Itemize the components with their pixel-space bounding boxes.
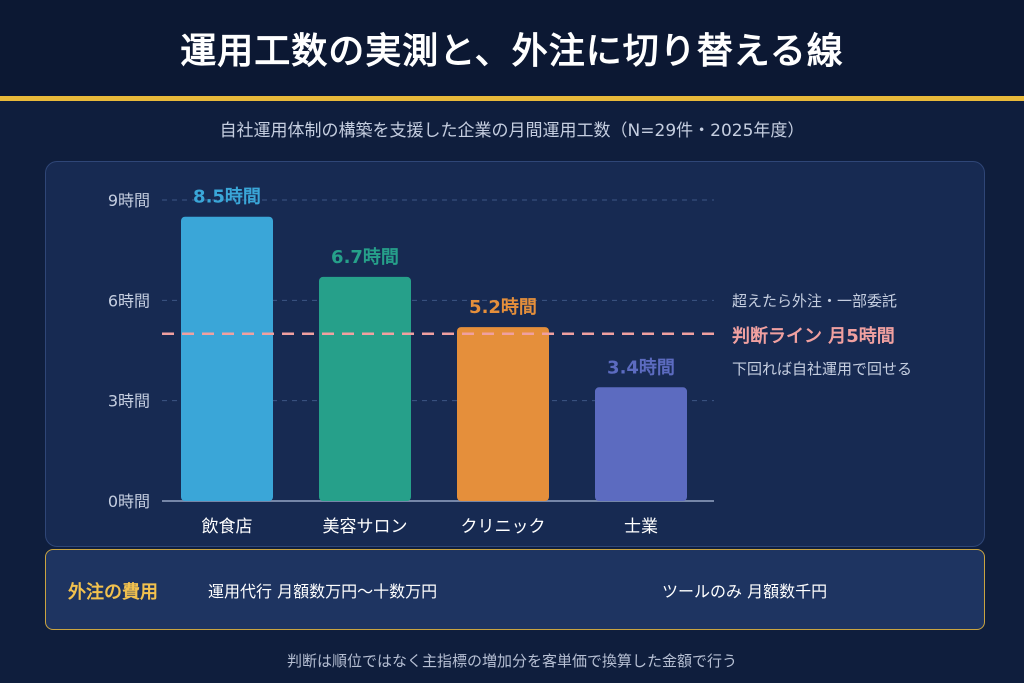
header: 運用工数の実測と、外注に切り替える線 bbox=[0, 0, 1024, 96]
title-divider bbox=[0, 96, 1024, 101]
threshold-label: 判断ライン 月5時間 bbox=[732, 325, 895, 347]
bar-value-label: 3.4時間 bbox=[607, 357, 675, 378]
cost-label: 外注の費用 bbox=[68, 582, 158, 603]
y-tick-label: 0時間 bbox=[108, 492, 150, 511]
bar bbox=[319, 276, 411, 501]
chart-subtitle: 自社運用体制の構築を支援した企業の月間運用工数（N=29件・2025年度） bbox=[219, 121, 805, 141]
bar bbox=[181, 216, 273, 501]
bar-value-label: 8.5時間 bbox=[193, 187, 261, 208]
threshold-below-text: 下回れば自社運用で回せる bbox=[732, 360, 912, 378]
bar-value-label: 6.7時間 bbox=[331, 247, 399, 268]
bar-value-label: 5.2時間 bbox=[469, 297, 537, 318]
category-label: 美容サロン bbox=[323, 517, 408, 537]
category-label: 飲食店 bbox=[202, 517, 253, 537]
footer-note: 判断は順位ではなく主指標の増加分を客単価で換算した金額で行う bbox=[286, 652, 737, 670]
cost-item-agency: 運用代行 月額数万円〜十数万円 bbox=[208, 582, 438, 601]
page-title: 運用工数の実測と、外注に切り替える線 bbox=[180, 31, 844, 72]
bar bbox=[457, 327, 549, 501]
cost-panel: 外注の費用 運用代行 月額数万円〜十数万円 ツールのみ 月額数千円 bbox=[45, 549, 985, 630]
threshold-above-text: 超えたら外注・一部委託 bbox=[732, 292, 897, 310]
bar bbox=[595, 387, 687, 501]
category-label: 士業 bbox=[624, 517, 658, 537]
chart-panel: 0時間 3時間 6時間 9時間 8.5時間飲食店 6.7時間美容サロン 5.2時間クリニック… bbox=[45, 161, 985, 547]
category-label: クリニック bbox=[461, 517, 546, 537]
y-tick-label: 6時間 bbox=[108, 291, 150, 310]
y-tick-label: 9時間 bbox=[108, 191, 150, 210]
y-tick-label: 3時間 bbox=[108, 392, 150, 411]
cost-item-tool: ツールのみ 月額数千円 bbox=[662, 582, 828, 601]
